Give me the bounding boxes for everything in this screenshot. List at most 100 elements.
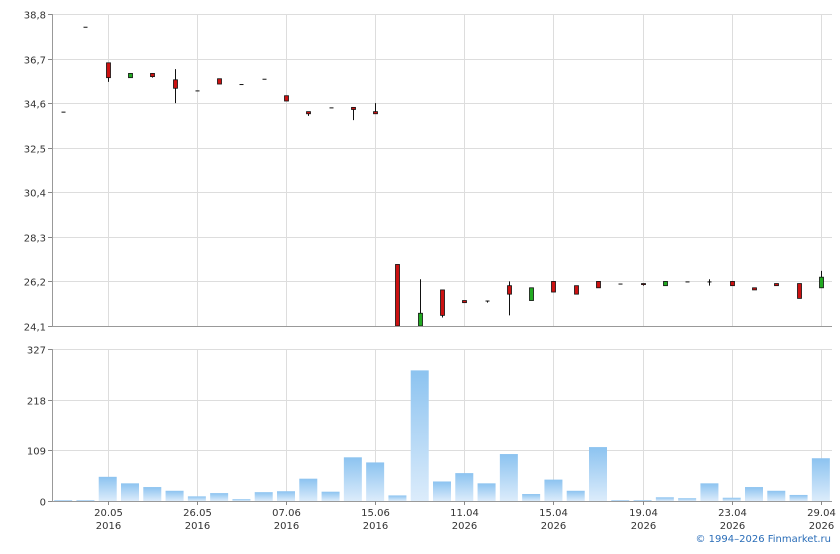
candle-body xyxy=(395,264,400,327)
candle xyxy=(685,281,690,283)
candle-body xyxy=(618,283,623,285)
x-tick-label-date: 19.04 xyxy=(629,508,658,519)
candle-body xyxy=(507,285,512,295)
volume-tick-label: 218 xyxy=(27,397,46,408)
candle-body xyxy=(596,281,601,289)
x-tick-label-date: 23.04 xyxy=(718,508,747,519)
volume-bar xyxy=(745,487,763,501)
candle xyxy=(707,279,712,286)
x-tick-label-date: 15.06 xyxy=(361,508,390,519)
candle xyxy=(329,107,334,109)
x-tick-label-date: 15.04 xyxy=(539,508,568,519)
candle-body xyxy=(195,90,200,92)
candle xyxy=(306,111,311,116)
candle-body xyxy=(730,281,735,287)
volume-bar xyxy=(410,370,429,501)
volume-bar xyxy=(633,500,652,502)
x-tick-label-year: 2026 xyxy=(541,521,566,532)
candle-body xyxy=(462,300,467,304)
candle-body xyxy=(173,79,178,89)
x-tick-label-year: 2016 xyxy=(363,521,388,532)
price-tick-label: 28,3 xyxy=(24,234,46,245)
candle-body xyxy=(83,26,88,28)
candle-body xyxy=(239,84,244,86)
candle xyxy=(239,84,244,86)
candle xyxy=(128,73,133,79)
candle xyxy=(217,78,222,85)
price-tick-label: 26,2 xyxy=(24,278,46,289)
volume-bar xyxy=(433,481,451,501)
volume-bar xyxy=(678,498,697,501)
candle xyxy=(596,281,601,289)
candle xyxy=(752,287,757,291)
volume-bar xyxy=(299,478,318,501)
volume-bar xyxy=(544,479,563,501)
candle xyxy=(507,281,512,316)
volume-bars xyxy=(54,370,830,502)
candle xyxy=(485,300,490,303)
price-tick-label: 30,4 xyxy=(24,189,46,200)
volume-bar xyxy=(477,483,496,501)
price-tick-label: 24,1 xyxy=(24,323,46,334)
candle xyxy=(819,270,824,289)
candle-body xyxy=(797,283,802,299)
candle xyxy=(106,62,111,82)
candle-body xyxy=(641,283,646,286)
volume-bar xyxy=(499,454,518,501)
volume-tick-label: 327 xyxy=(27,346,46,357)
candle xyxy=(61,111,66,113)
volume-bar xyxy=(54,500,73,502)
candle-body xyxy=(707,281,712,283)
x-tick-label-date: 26.05 xyxy=(183,508,212,519)
volume-bar xyxy=(811,458,830,501)
candle-body xyxy=(351,106,356,110)
candle xyxy=(395,264,400,327)
candle xyxy=(730,281,735,287)
candle xyxy=(173,69,178,104)
price-tick-label: 32,5 xyxy=(24,145,46,156)
candle-body xyxy=(774,283,779,287)
volume-bar xyxy=(655,497,674,501)
candle xyxy=(574,285,579,295)
candles xyxy=(61,26,824,327)
volume-bar xyxy=(254,492,273,501)
volume-bar xyxy=(611,500,630,502)
volume-bar xyxy=(566,490,585,501)
price-tick-label: 34,6 xyxy=(24,100,46,111)
x-tick-label-date: 20.05 xyxy=(94,508,123,519)
volume-bar xyxy=(366,462,385,501)
candle-body xyxy=(106,62,111,79)
candle xyxy=(262,78,267,80)
volume-bar xyxy=(143,487,162,501)
candle xyxy=(774,283,779,287)
candle xyxy=(373,103,378,115)
candle xyxy=(797,283,802,299)
candle-body xyxy=(306,111,311,115)
volume-bar xyxy=(455,473,474,501)
candle-body xyxy=(685,281,690,283)
x-tick-label-year: 2026 xyxy=(720,521,745,532)
x-tick-label-date: 07.06 xyxy=(272,508,301,519)
copyright-notice[interactable]: © 1994–2026 Finmarket.ru xyxy=(695,534,831,545)
candle xyxy=(618,283,623,285)
volume-bar xyxy=(388,495,407,501)
x-tick-label-year: 2016 xyxy=(274,521,299,532)
candle-body xyxy=(329,107,334,109)
candle xyxy=(641,283,646,286)
candle xyxy=(351,106,356,121)
x-tick-label-year: 2026 xyxy=(809,521,834,532)
volume-bar xyxy=(700,483,719,501)
candle-body xyxy=(150,73,155,78)
candle xyxy=(195,90,200,92)
candle xyxy=(440,289,445,318)
volume-bar xyxy=(722,497,741,501)
volume-bar xyxy=(321,491,340,501)
candle-body xyxy=(373,111,378,115)
candle xyxy=(150,73,155,78)
candle xyxy=(663,281,668,287)
x-tick-label-year: 2016 xyxy=(185,521,210,532)
volume-bar xyxy=(789,494,808,501)
volume-bar xyxy=(232,499,251,501)
volume-bar xyxy=(98,476,117,501)
